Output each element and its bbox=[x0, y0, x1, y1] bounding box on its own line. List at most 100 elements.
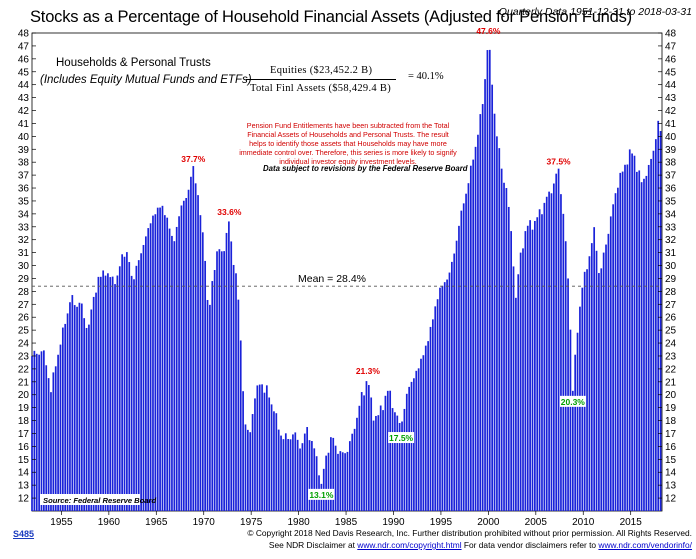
bar bbox=[571, 390, 574, 511]
bar bbox=[543, 202, 546, 511]
bar bbox=[337, 453, 339, 511]
bar bbox=[277, 429, 280, 511]
bar bbox=[334, 445, 337, 511]
y-tick-label-left: 22 bbox=[18, 364, 30, 375]
bar bbox=[643, 178, 645, 512]
bar bbox=[33, 350, 36, 511]
bar bbox=[182, 200, 185, 511]
bar bbox=[204, 260, 207, 511]
bar bbox=[469, 165, 472, 511]
y-tick-label-right: 12 bbox=[665, 494, 677, 505]
formula-denominator: Total Finl Assets ($58,429.4 B) bbox=[250, 83, 391, 94]
bar bbox=[163, 215, 166, 511]
bar bbox=[586, 269, 588, 511]
bar bbox=[97, 276, 100, 511]
bar bbox=[488, 49, 491, 511]
bar bbox=[460, 210, 463, 511]
disclaimer-prefix: See NDR Disclaimer at bbox=[268, 540, 358, 550]
bar bbox=[38, 354, 40, 511]
bar bbox=[76, 306, 78, 511]
bar bbox=[640, 182, 643, 512]
y-tick-label-right: 28 bbox=[665, 287, 677, 298]
bar bbox=[175, 226, 178, 511]
bar bbox=[564, 241, 567, 512]
y-tick-label-right: 34 bbox=[665, 209, 677, 220]
y-tick-label-left: 30 bbox=[18, 261, 30, 272]
bar bbox=[477, 134, 479, 512]
bar bbox=[462, 203, 465, 512]
bar bbox=[507, 206, 510, 511]
trough-label: 20.3% bbox=[561, 397, 586, 407]
y-tick-label-right: 30 bbox=[665, 261, 677, 272]
bar bbox=[185, 198, 188, 511]
x-tick-label: 1985 bbox=[335, 517, 358, 528]
source-box: Source: Federal Reserve Board bbox=[40, 494, 156, 505]
bar bbox=[401, 421, 403, 511]
bar bbox=[500, 168, 503, 511]
bar bbox=[552, 183, 555, 511]
y-tick-label-left: 40 bbox=[18, 132, 30, 143]
y-tick-label-right: 33 bbox=[665, 222, 677, 233]
bar bbox=[45, 365, 48, 511]
bar bbox=[59, 344, 62, 511]
bar bbox=[510, 231, 512, 511]
bar bbox=[118, 266, 121, 511]
bar bbox=[602, 252, 605, 511]
y-tick-label-right: 23 bbox=[665, 351, 677, 362]
bar bbox=[137, 260, 140, 511]
bar bbox=[223, 251, 225, 511]
bar bbox=[54, 366, 57, 511]
bar bbox=[441, 285, 444, 511]
trough-label-bg bbox=[308, 488, 335, 500]
bar bbox=[619, 172, 622, 511]
bar bbox=[548, 191, 550, 511]
bar bbox=[313, 448, 316, 511]
bar bbox=[515, 297, 517, 511]
bar bbox=[621, 171, 624, 511]
bar bbox=[348, 441, 351, 511]
y-tick-label-left: 39 bbox=[18, 145, 30, 156]
bar bbox=[197, 195, 199, 511]
copyright-link[interactable]: www.ndr.com/copyright.html bbox=[357, 540, 462, 550]
bar bbox=[128, 262, 131, 511]
bar bbox=[332, 437, 335, 511]
bar bbox=[268, 397, 271, 511]
trough-label-bg bbox=[388, 432, 415, 444]
bar bbox=[472, 159, 475, 511]
bar bbox=[216, 251, 218, 511]
bar bbox=[550, 193, 553, 512]
bar bbox=[424, 345, 427, 511]
bar bbox=[479, 114, 482, 511]
bar bbox=[650, 158, 652, 511]
x-tick-label: 2010 bbox=[572, 517, 595, 528]
y-tick-label-right: 39 bbox=[665, 145, 677, 156]
y-tick-label-left: 47 bbox=[18, 41, 30, 52]
y-tick-label-right: 32 bbox=[665, 235, 677, 246]
y-tick-label-right: 36 bbox=[665, 184, 677, 195]
y-tick-label-left: 20 bbox=[18, 390, 30, 401]
y-tick-label-left: 45 bbox=[18, 67, 30, 78]
bar bbox=[123, 256, 126, 511]
formula-result: = 40.1% bbox=[408, 71, 444, 82]
y-tick-label-right: 40 bbox=[665, 132, 677, 143]
bar bbox=[99, 276, 102, 511]
y-tick-label-left: 34 bbox=[18, 209, 30, 220]
bar bbox=[351, 433, 354, 511]
bar bbox=[173, 241, 176, 511]
vendor-info-link[interactable]: www.ndr.com/vendorinfo/ bbox=[598, 540, 692, 550]
x-tick-label: 2000 bbox=[477, 517, 500, 528]
pension-note: Pension Fund Entitlements have been subt… bbox=[239, 121, 457, 166]
y-tick-label-left: 38 bbox=[18, 158, 30, 169]
bar bbox=[273, 411, 275, 511]
bar bbox=[614, 193, 617, 511]
bar bbox=[152, 215, 154, 511]
bar bbox=[275, 413, 278, 511]
bar bbox=[408, 386, 410, 511]
bar bbox=[341, 452, 344, 511]
chart-code-link[interactable]: S485 bbox=[13, 529, 35, 539]
bar bbox=[289, 439, 292, 511]
bar bbox=[61, 327, 64, 511]
bar bbox=[579, 306, 581, 511]
bar bbox=[367, 385, 370, 511]
bar bbox=[379, 405, 382, 511]
